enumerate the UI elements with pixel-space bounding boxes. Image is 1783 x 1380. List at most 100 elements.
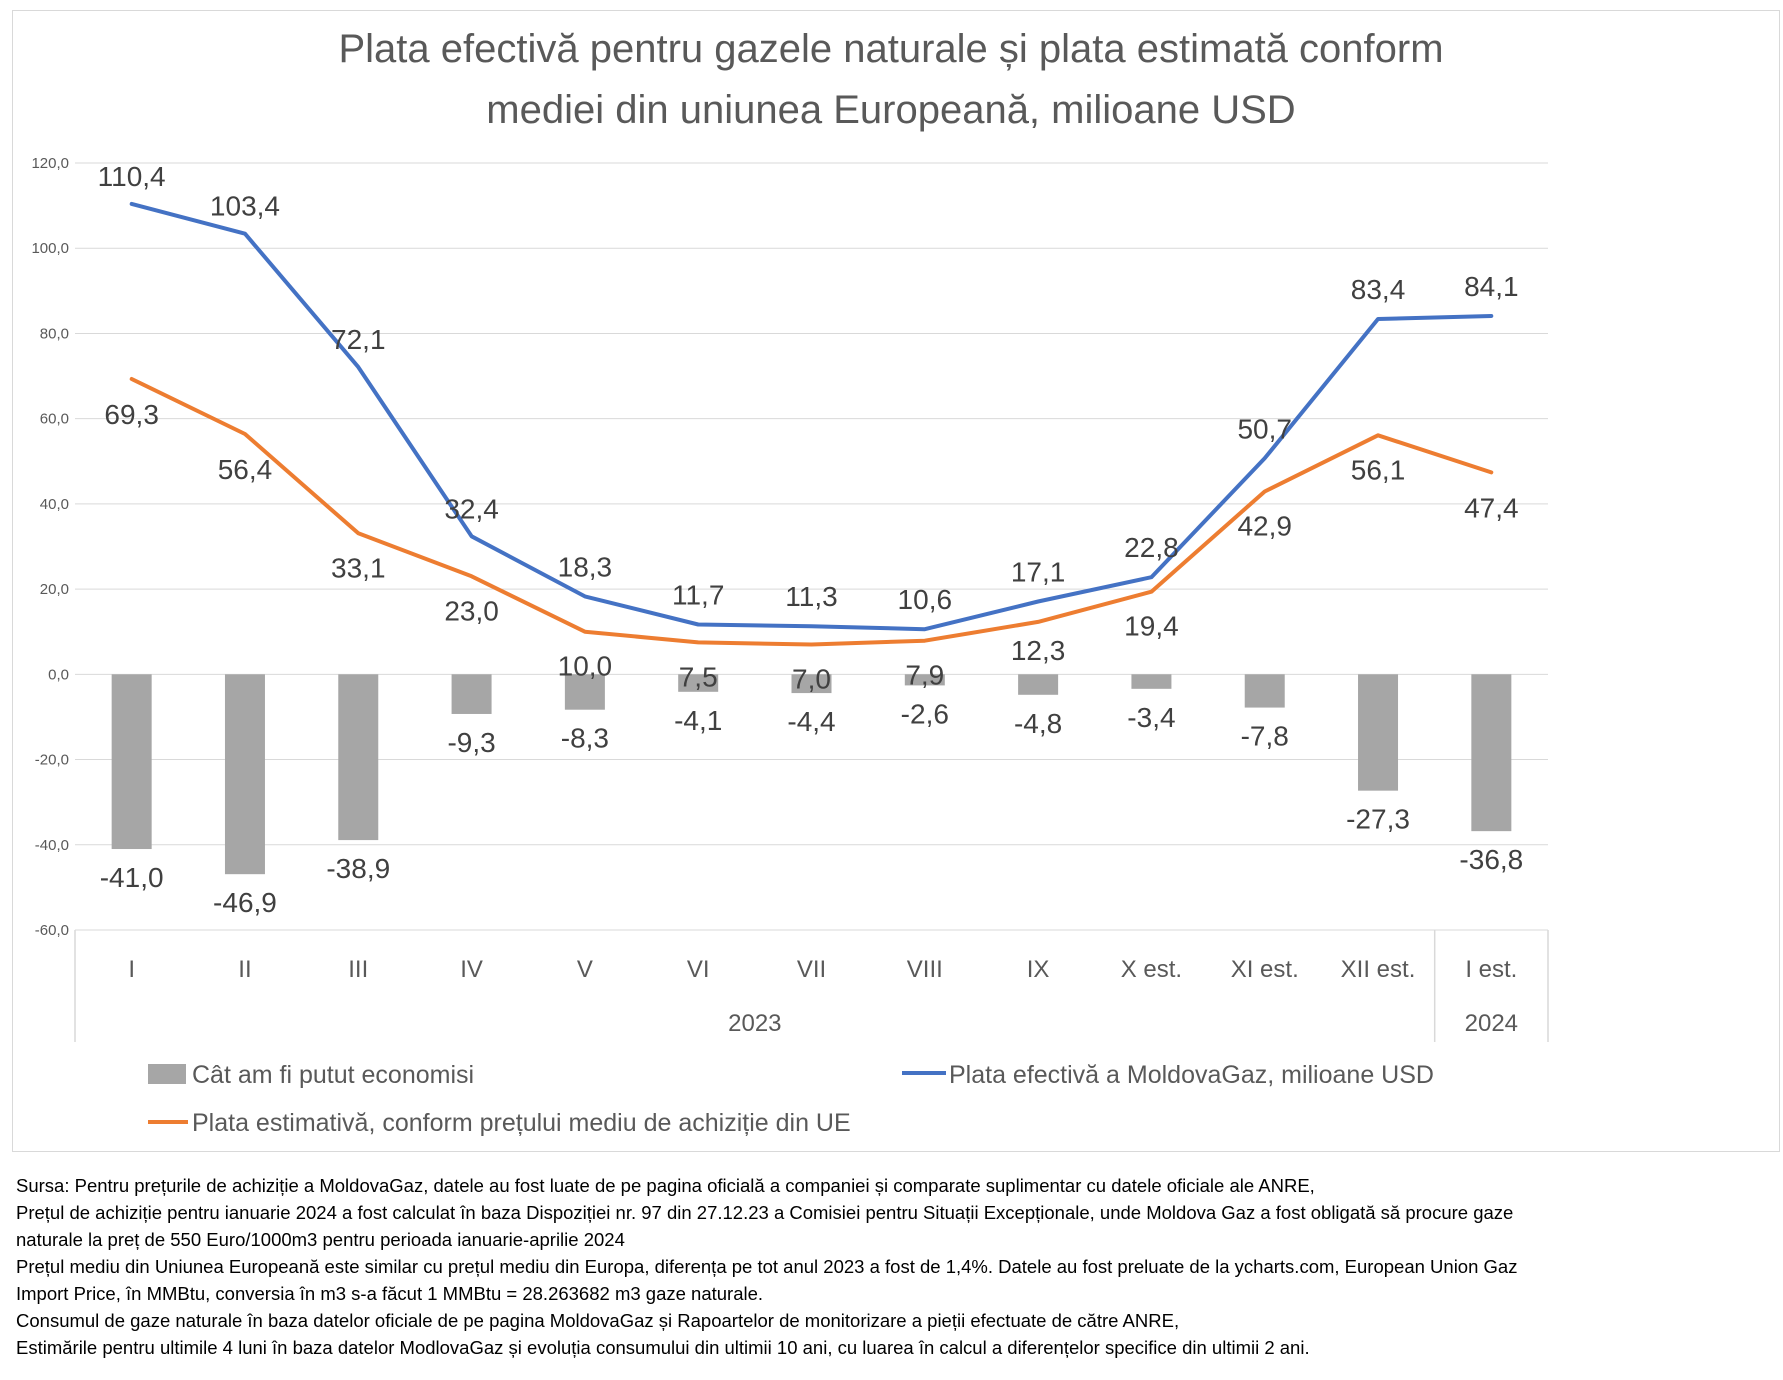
x-tick-label: I bbox=[128, 956, 135, 983]
x-tick-label: XI est. bbox=[1231, 956, 1299, 983]
savings-bar bbox=[111, 674, 152, 850]
estimated-data-label: 10,0 bbox=[558, 651, 613, 682]
bar-data-label: -27,3 bbox=[1346, 804, 1410, 835]
y-tick-label: 120,0 bbox=[31, 155, 69, 172]
chart: Plata efectivă pentru gazele naturale și… bbox=[31, 27, 1549, 1137]
actual-data-label: 50,7 bbox=[1237, 413, 1292, 444]
actual-data-label: 103,4 bbox=[210, 191, 280, 222]
note-line: Consumul de gaze naturale în baza datelo… bbox=[16, 1310, 1180, 1331]
y-tick-label: -40,0 bbox=[35, 837, 69, 854]
bar-data-label: -3,4 bbox=[1127, 702, 1175, 733]
y-tick-label: 0,0 bbox=[48, 666, 69, 683]
estimated-data-label: 47,4 bbox=[1464, 492, 1519, 523]
actual-data-label: 18,3 bbox=[558, 551, 613, 582]
actual-data-label: 84,1 bbox=[1464, 271, 1519, 302]
note-line: Prețul de achiziție pentru ianuarie 2024… bbox=[16, 1202, 1514, 1223]
legend-label-estimated: Plata estimativă, conform prețului mediu… bbox=[192, 1109, 851, 1137]
actual-data-label: 17,1 bbox=[1011, 556, 1066, 587]
actual-data-label: 22,8 bbox=[1124, 532, 1179, 563]
legend-swatch-savings bbox=[148, 1064, 186, 1084]
x-tick-label: IV bbox=[460, 956, 483, 983]
actual-data-label: 11,7 bbox=[672, 579, 724, 610]
savings-bars bbox=[111, 674, 1512, 875]
bar-data-label: -46,9 bbox=[213, 887, 277, 918]
savings-bar bbox=[678, 674, 719, 692]
chart-title-line-2: mediei din uniunea Europeană, milioane U… bbox=[486, 88, 1295, 132]
actual-data-label: 11,3 bbox=[785, 581, 837, 612]
chart-title-line-1: Plata efectivă pentru gazele naturale și… bbox=[338, 27, 1443, 71]
bar-data-label: -38,9 bbox=[326, 853, 390, 884]
estimated-data-label: 69,3 bbox=[104, 399, 159, 430]
estimated-payment-line bbox=[129, 377, 1494, 647]
year-group-label: 2023 bbox=[728, 1010, 781, 1037]
x-tick-label: IX bbox=[1027, 956, 1050, 983]
actual-data-label: 110,4 bbox=[98, 161, 166, 192]
chart-frame bbox=[12, 10, 1780, 1152]
bar-data-label: -4,1 bbox=[674, 705, 722, 736]
savings-bar bbox=[564, 674, 605, 710]
legend: Cât am fi putut economisi Plata efectivă… bbox=[148, 1061, 1434, 1137]
y-axis-ticks: 120,0 100,0 80,0 60,0 40,0 20,0 0,0 -20,0 -40,0 -… bbox=[31, 155, 69, 939]
bar-data-label: -9,3 bbox=[447, 727, 495, 758]
legend-label-savings: Cât am fi putut economisi bbox=[192, 1061, 474, 1089]
y-tick-label: 40,0 bbox=[40, 496, 69, 513]
bar-data-label: -41,0 bbox=[100, 862, 164, 893]
y-tick-label: 60,0 bbox=[40, 411, 69, 428]
x-tick-label: II bbox=[238, 956, 251, 983]
x-tick-label: I est. bbox=[1465, 956, 1517, 983]
x-tick-label: VIII bbox=[907, 956, 943, 983]
category-axis: I II III IV V VI VII VIII IX X est. XI est. XII est… bbox=[74, 930, 1549, 1042]
y-tick-label: -60,0 bbox=[35, 922, 69, 939]
savings-bar bbox=[791, 674, 832, 694]
savings-bar bbox=[451, 674, 492, 714]
x-tick-label: VII bbox=[797, 956, 826, 983]
actual-data-label: 72,1 bbox=[331, 324, 386, 355]
estimated-data-label: 33,1 bbox=[331, 552, 386, 583]
x-tick-label: XII est. bbox=[1341, 956, 1416, 983]
savings-bar bbox=[1358, 674, 1399, 791]
actual-data-label: 83,4 bbox=[1351, 274, 1406, 305]
estimated-data-label: 7,5 bbox=[679, 661, 718, 692]
note-line: Estimările pentru ultimile 4 luni în baz… bbox=[16, 1337, 1310, 1358]
note-line: naturale la preț de 550 Euro/1000m3 pent… bbox=[16, 1229, 625, 1250]
note-line: Prețul mediu din Uniunea Europeană este … bbox=[16, 1256, 1518, 1277]
savings-bar bbox=[1018, 674, 1059, 695]
bar-data-label: -8,3 bbox=[561, 723, 609, 754]
savings-bar bbox=[338, 674, 379, 841]
series-lines bbox=[129, 201, 1494, 647]
data-labels: -41,0 -46,9 -38,9 -9,3 -8,3 -4,1 -4,4 -2,6 -4,8 -… bbox=[98, 161, 1524, 918]
estimated-data-label: 56,4 bbox=[218, 454, 273, 485]
estimated-data-label: 56,1 bbox=[1351, 454, 1406, 485]
estimated-data-label: 42,9 bbox=[1237, 511, 1292, 542]
x-tick-label: VI bbox=[687, 956, 710, 983]
x-tick-label: III bbox=[348, 956, 368, 983]
actual-payment-line bbox=[129, 201, 1494, 632]
x-tick-label: V bbox=[577, 956, 593, 983]
source-notes: Sursa: Pentru prețurile de achiziție a M… bbox=[16, 1172, 1766, 1361]
savings-bar bbox=[1244, 674, 1285, 708]
savings-bar bbox=[224, 674, 265, 875]
actual-data-label: 32,4 bbox=[444, 493, 499, 524]
bar-data-label: -7,8 bbox=[1241, 721, 1289, 752]
bar-data-label: -2,6 bbox=[901, 698, 949, 729]
note-line: Import Price, în MMBtu, conversia în m3 … bbox=[16, 1283, 764, 1304]
savings-bar bbox=[904, 674, 945, 686]
y-tick-label: 20,0 bbox=[40, 581, 69, 598]
bar-data-label: -36,8 bbox=[1459, 844, 1523, 875]
estimated-data-label: 7,0 bbox=[792, 664, 831, 695]
estimated-data-label: 19,4 bbox=[1124, 611, 1179, 642]
y-tick-label: 80,0 bbox=[40, 325, 69, 342]
estimated-data-label: 12,3 bbox=[1011, 635, 1066, 666]
y-tick-label: -20,0 bbox=[35, 752, 69, 769]
year-group-label: 2024 bbox=[1465, 1010, 1518, 1037]
bar-data-label: -4,8 bbox=[1014, 708, 1062, 739]
savings-bar bbox=[1471, 674, 1512, 832]
x-tick-label: X est. bbox=[1121, 956, 1182, 983]
note-line: Sursa: Pentru prețurile de achiziție a M… bbox=[16, 1175, 1315, 1196]
actual-data-label: 10,6 bbox=[898, 584, 953, 615]
savings-bar bbox=[1131, 674, 1172, 689]
estimated-data-label: 23,0 bbox=[444, 595, 499, 626]
estimated-data-label: 7,9 bbox=[905, 660, 944, 691]
legend-label-actual: Plata efectivă a MoldovaGaz, milioane US… bbox=[949, 1061, 1434, 1089]
gridlines bbox=[75, 162, 1548, 931]
